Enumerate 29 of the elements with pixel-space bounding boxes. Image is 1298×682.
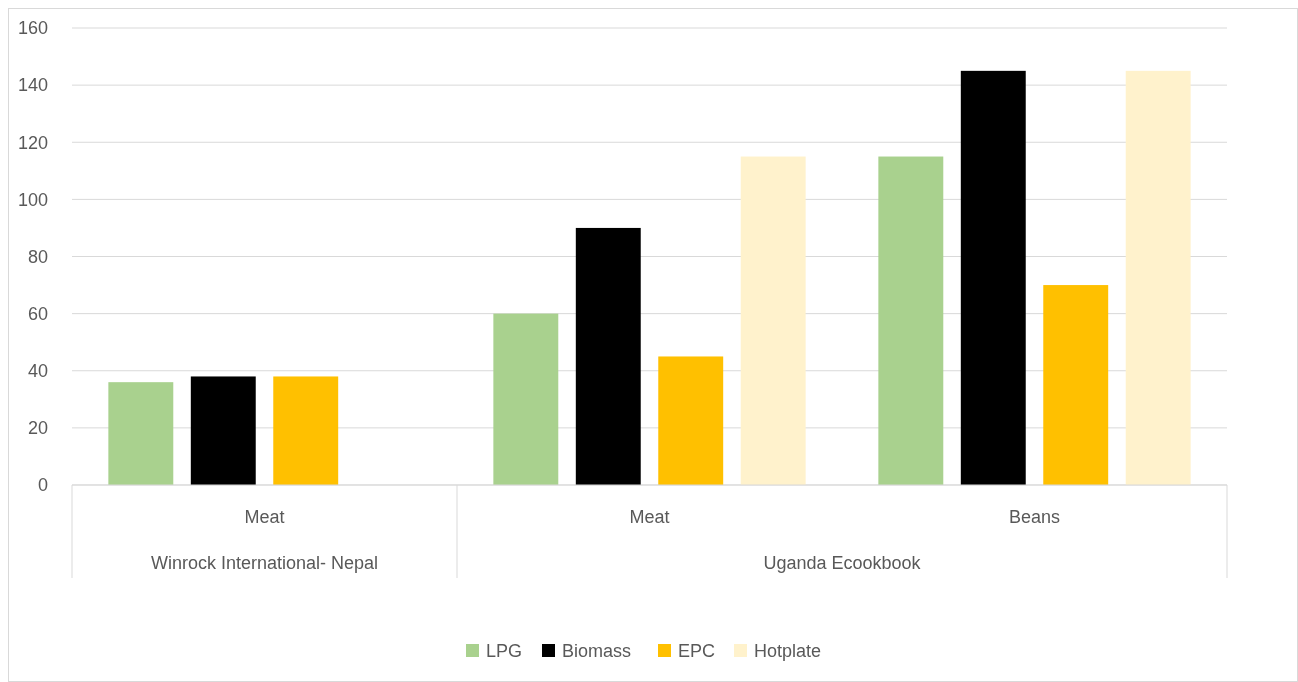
legend-label: Biomass — [562, 641, 632, 662]
y-tick-label: 100 — [17, 189, 48, 210]
y-tick-label: 20 — [27, 418, 48, 439]
legend-label: EPC — [678, 641, 716, 662]
text: Uganda Ecookbook — [763, 553, 922, 573]
text: Winrock International- Nepal — [150, 553, 379, 573]
bar — [960, 70, 1026, 485]
bar — [575, 227, 641, 485]
x-tick-label: Beans — [1008, 507, 1061, 527]
bar — [108, 382, 174, 485]
bar — [740, 156, 806, 485]
y-tick-label: 160 — [17, 18, 48, 39]
x-tick-label: Meat — [244, 507, 285, 527]
y-tick-label: 0 — [37, 475, 48, 496]
y-tick-label: 60 — [27, 303, 48, 324]
bar — [658, 356, 724, 485]
legend-label: Hotplate — [754, 641, 822, 662]
bar — [878, 156, 944, 485]
bar — [190, 376, 256, 485]
bar — [273, 376, 339, 485]
legend-label: LPG — [486, 641, 523, 662]
bar — [1125, 70, 1191, 485]
bar — [1043, 285, 1109, 485]
y-tick-label: 40 — [27, 361, 48, 382]
bar — [493, 313, 559, 485]
x-tick-label: Meat — [629, 507, 670, 527]
y-tick-label: 80 — [27, 246, 48, 267]
y-tick-label: 140 — [17, 75, 48, 96]
y-tick-label: 120 — [17, 132, 48, 153]
